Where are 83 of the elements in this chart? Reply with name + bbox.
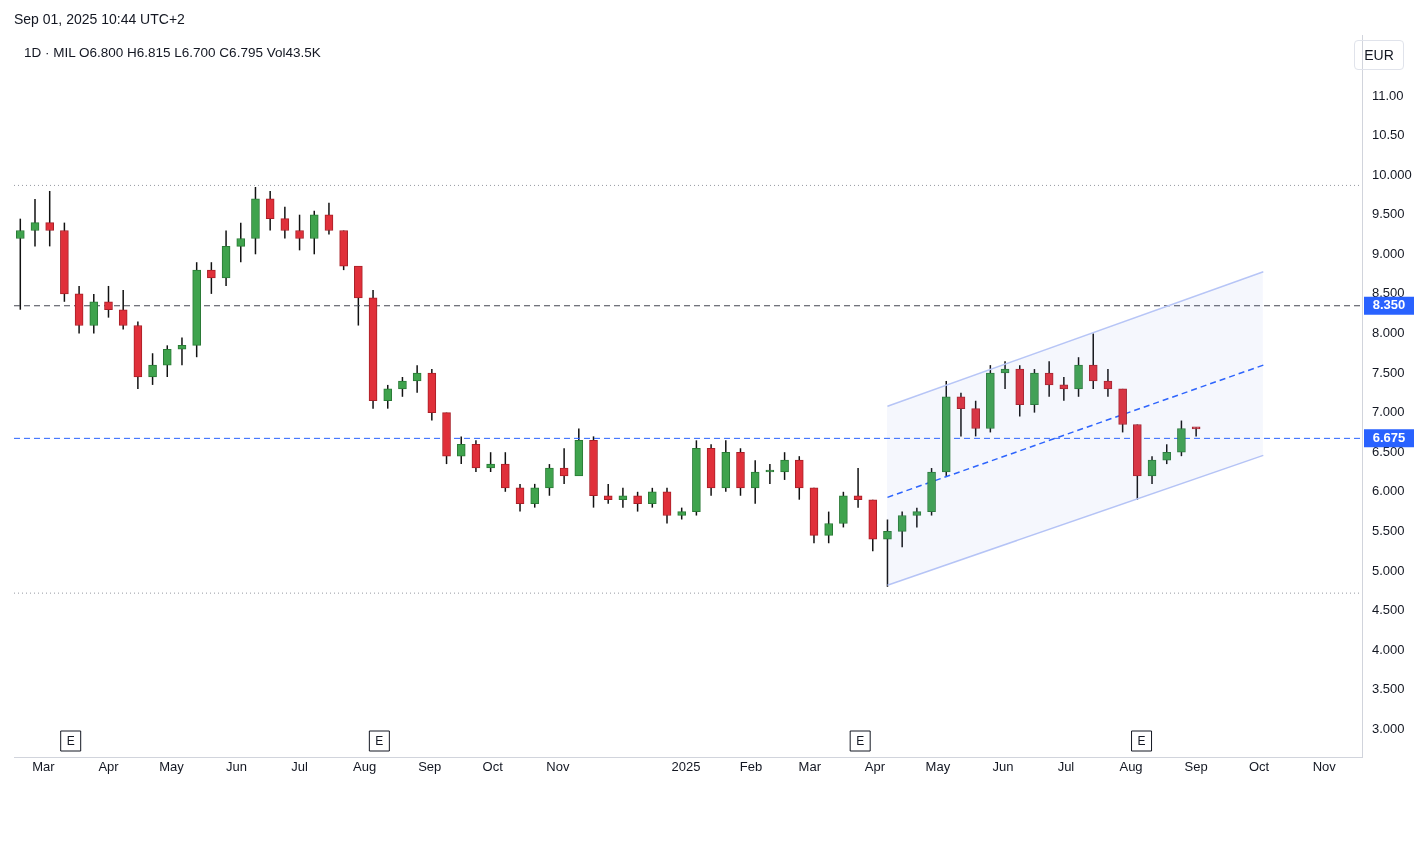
candlestick bbox=[1074, 356, 1083, 398]
candlestick bbox=[398, 376, 407, 398]
x-tick-label: Oct bbox=[482, 759, 504, 775]
candlestick bbox=[324, 202, 334, 236]
text: Sep 01, 2025 10:44 UTC+2 bbox=[14, 11, 185, 27]
annotation: E bbox=[856, 734, 865, 749]
text: EUR bbox=[1354, 40, 1404, 70]
x-tick-label: Oct bbox=[1249, 759, 1270, 775]
candlestick bbox=[45, 190, 55, 248]
candlestick bbox=[89, 293, 99, 335]
candlestick bbox=[148, 352, 157, 386]
y-tick-label: 7.500 bbox=[1372, 364, 1405, 380]
y-tick-label: 8.000 bbox=[1372, 325, 1405, 341]
candlestick bbox=[912, 506, 922, 529]
x-tick-label: May bbox=[159, 759, 185, 775]
y-tick-label: 4.000 bbox=[1372, 641, 1405, 657]
x-tick-label: Feb bbox=[739, 759, 763, 775]
y-tick-label: 10.000 bbox=[1372, 166, 1412, 182]
y-tick-label: 4.500 bbox=[1372, 602, 1405, 618]
x-tick-label: Jul bbox=[1057, 759, 1075, 775]
y-tick-label: 5.500 bbox=[1372, 522, 1405, 538]
annotation: E bbox=[1137, 734, 1146, 749]
x-tick-label: May bbox=[925, 759, 951, 775]
x-tick-label: Sep bbox=[418, 759, 442, 775]
y-tick-label: 10.50 bbox=[1372, 127, 1405, 143]
candlestick bbox=[618, 487, 628, 509]
annotation: E bbox=[66, 734, 75, 749]
candlestick bbox=[207, 261, 216, 295]
candlestick bbox=[530, 483, 540, 509]
candlestick bbox=[633, 491, 642, 513]
x-tick-label: Apr bbox=[864, 759, 886, 775]
candlestick bbox=[1088, 332, 1098, 390]
y-tick-label: 7.000 bbox=[1372, 404, 1405, 420]
x-tick-label: Aug bbox=[1119, 759, 1143, 775]
candlestick bbox=[280, 206, 290, 240]
text: 1D · MIL O6.800 H6.815 L6.700 C6.795 Vol43.5K bbox=[24, 45, 321, 60]
x-tick-label: Jun bbox=[226, 759, 248, 775]
ref-line-label: 6.675 bbox=[1372, 429, 1406, 445]
x-tick-label: 2025 bbox=[671, 759, 701, 775]
x-tick-label: Nov bbox=[1312, 759, 1337, 775]
x-tick-label: Nov bbox=[546, 759, 570, 775]
x-tick-label: Sep bbox=[1184, 759, 1208, 775]
candlestick bbox=[1162, 443, 1172, 465]
candlestick bbox=[545, 463, 554, 497]
y-tick-label: 3.000 bbox=[1372, 720, 1405, 736]
x-tick-label: Aug bbox=[353, 759, 377, 775]
candlestick bbox=[236, 221, 246, 263]
candlestick bbox=[853, 467, 863, 509]
candlestick bbox=[30, 198, 40, 248]
x-tick-label: Mar bbox=[798, 759, 822, 775]
candlestick bbox=[104, 285, 113, 319]
y-tick-label: 11.00 bbox=[1372, 87, 1404, 103]
candlestick bbox=[603, 483, 613, 505]
y-tick-label: 6.500 bbox=[1372, 443, 1405, 459]
annotation: E bbox=[375, 734, 384, 749]
candlestick bbox=[162, 344, 172, 378]
x-tick-label: Apr bbox=[98, 759, 120, 775]
candlestick bbox=[295, 213, 304, 252]
x-tick-label: Jul bbox=[291, 759, 308, 775]
candlestick bbox=[309, 210, 319, 256]
y-tick-label: 5.000 bbox=[1372, 562, 1405, 578]
candlestick bbox=[750, 459, 760, 505]
x-tick-label: Mar bbox=[32, 759, 56, 775]
y-tick-label: 6.000 bbox=[1372, 483, 1405, 499]
y-tick-label: 9.500 bbox=[1372, 206, 1405, 222]
candlestick bbox=[383, 384, 393, 410]
x-tick-label: Jun bbox=[992, 759, 1014, 775]
candlestick bbox=[780, 451, 789, 481]
candlestick bbox=[501, 451, 510, 493]
candlestick bbox=[647, 487, 657, 509]
y-tick-label: 9.000 bbox=[1372, 245, 1405, 261]
candlestick bbox=[662, 487, 672, 525]
candlestick bbox=[824, 510, 834, 544]
y-tick-label: 3.500 bbox=[1372, 681, 1405, 697]
candlestick bbox=[456, 435, 466, 465]
candlestick bbox=[897, 510, 907, 548]
candlestick bbox=[118, 289, 128, 331]
candlestick bbox=[883, 518, 892, 588]
candlestick bbox=[15, 217, 25, 311]
candlestick bbox=[956, 392, 966, 438]
candlestick bbox=[177, 336, 187, 366]
candlestick bbox=[971, 400, 980, 438]
candlestick bbox=[1177, 419, 1186, 457]
